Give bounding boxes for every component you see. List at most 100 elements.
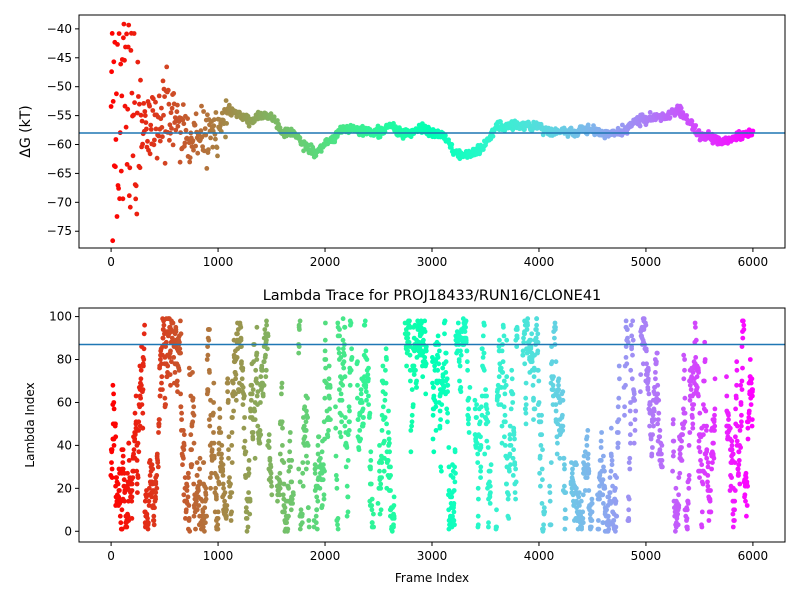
lambda-point [277,479,283,485]
lambda-point [313,513,319,519]
delta-g-point [158,116,164,122]
lambda-point [746,408,752,414]
lambda-point [539,432,545,438]
delta-g-point [128,48,134,53]
delta-g-point [201,148,207,154]
lambda-point [743,475,749,480]
delta-g-point [684,113,689,118]
lambda-point [383,367,388,373]
delta-g-point [148,122,154,128]
lambda-point [560,389,566,395]
lambda-point [693,324,698,330]
lambda-point [597,496,602,502]
lambda-point [226,447,231,453]
lambda-point [524,327,530,332]
lambda-point [286,468,292,474]
lambda-point [487,479,492,485]
lambda-point [151,513,157,519]
lambda-point [622,404,627,410]
lambda-point [686,473,692,478]
delta-g-point [162,160,168,166]
lambda-point [733,434,738,440]
lambda-point [145,516,150,521]
lambda-point [681,376,687,382]
lambda-point [724,393,730,399]
lambda-point [601,501,606,506]
delta-g-point [246,123,252,129]
lambda-point [132,410,138,416]
lambda-point [645,376,651,382]
lambda-point [216,425,222,431]
lambda-point [149,462,155,468]
lambda-point [203,485,209,491]
lambda-point [613,485,618,491]
lambda-point [701,402,706,407]
y-tick: −70 [47,195,79,209]
lambda-point [297,479,303,485]
delta-g-point [133,183,139,189]
delta-g-point [122,57,127,63]
lambda-point [405,335,411,341]
delta-g-point [109,69,114,75]
lambda-point [541,505,547,511]
lambda-point [246,490,252,495]
lambda-point [626,507,632,513]
lambda-point [458,385,464,390]
lambda-point [205,387,211,392]
lambda-point [335,526,341,532]
lambda-point [613,498,619,504]
lambda-point [135,490,140,495]
lambda-point [726,417,731,422]
lambda-point [585,451,591,457]
lambda-point [204,357,210,362]
delta-g-point [114,91,119,97]
x-tick-label: 0 [107,549,115,563]
lambda-point [520,352,526,358]
lambda-point [442,318,448,324]
lambda-point [180,462,185,468]
lambda-point [704,423,709,429]
lambda-point [502,443,508,448]
lambda-point [383,355,389,360]
lambda-point [736,449,742,455]
delta-g-point [193,111,199,117]
lambda-point [138,376,144,382]
lambda-point [456,359,462,365]
delta-g-point [131,31,137,36]
lambda-point [423,391,429,397]
lambda-point [115,481,121,487]
lambda-point [537,455,543,461]
delta-g-point [142,113,148,118]
lambda-point [466,430,472,435]
lambda-point [729,443,735,448]
lambda-point [475,451,481,457]
lambda-point [228,481,233,487]
lambda-point [677,451,683,457]
lambda-point [381,468,387,474]
lambda-point [186,503,192,508]
lambda-point [348,322,353,328]
lambda-point [253,367,259,373]
lambda-point [685,501,691,506]
lambda-point [458,352,464,358]
lambda-point [342,423,348,429]
delta-g-point [125,106,131,112]
lambda-point [477,419,483,425]
lambda-point [391,503,397,508]
lambda-point [281,481,287,487]
lambda-point [645,365,651,371]
lambda-point [464,348,470,354]
lambda-point [146,503,152,508]
delta-g-point [132,100,138,105]
lambda-point [134,468,140,474]
lambda-point [387,449,392,455]
lambda-point [735,466,741,472]
lambda-point [562,462,567,468]
lambda-point [740,335,746,341]
lambda-point [121,477,127,483]
lambda-point [606,526,612,532]
lambda-point [503,419,508,425]
lambda-point [226,434,232,440]
lambda-point [132,432,138,438]
lambda-point [481,350,487,356]
